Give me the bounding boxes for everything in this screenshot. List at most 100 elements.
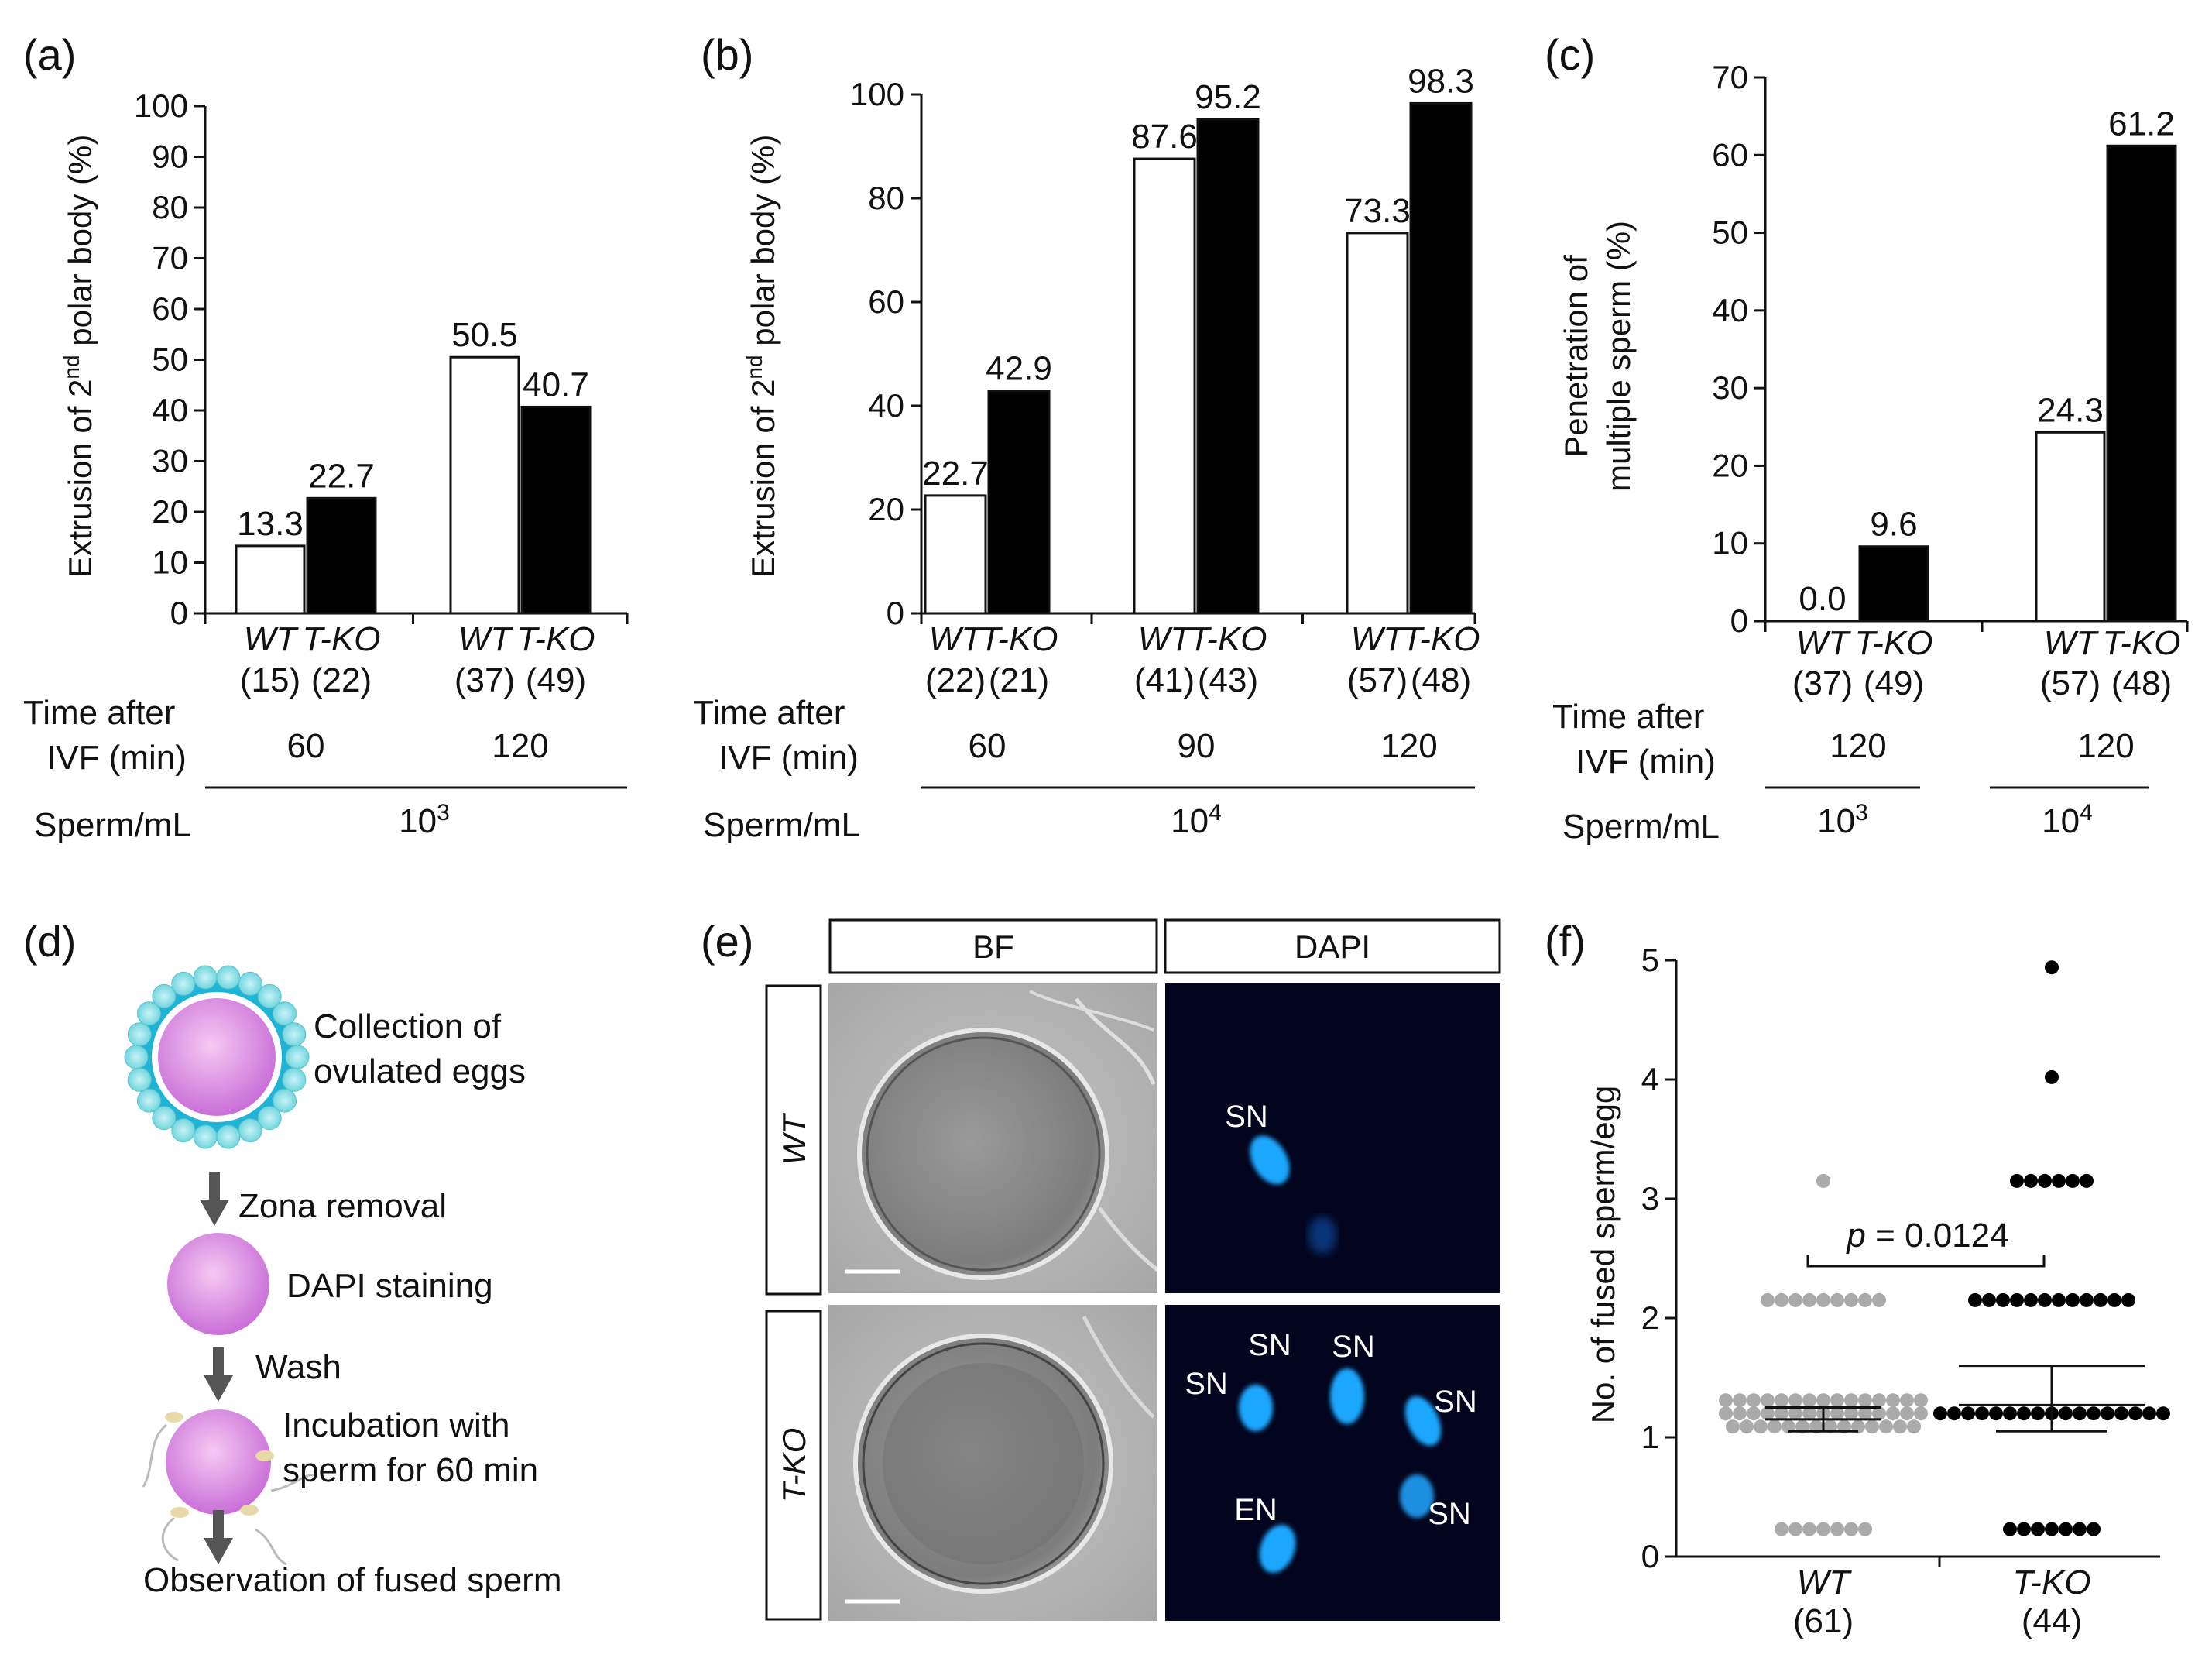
panel-a-time-label-1: Time after	[23, 694, 175, 732]
bar-tko	[1858, 545, 1929, 623]
time-value: 60	[287, 727, 325, 765]
y-tick-label: 20	[152, 493, 188, 530]
data-point	[1775, 1522, 1788, 1536]
panel-e: (e) BF DAPI WT T-KO	[701, 917, 1501, 1621]
data-point	[2038, 1173, 2052, 1188]
bar-value-label: 61.2	[2108, 105, 2175, 142]
data-point	[1989, 1406, 2003, 1421]
data-point	[1782, 1419, 1795, 1434]
bar-tko	[306, 496, 377, 615]
data-point	[1907, 1419, 1921, 1434]
data-point	[1754, 1419, 1768, 1434]
data-point	[1795, 1419, 1809, 1434]
panel-a: (a) Extrusion of 2nd polar body (%) 0 10 2…	[23, 30, 629, 844]
bar-value-label: 50.5	[451, 316, 518, 354]
data-point	[1768, 1419, 1782, 1434]
micrograph-wt-dapi: SN	[1165, 983, 1500, 1293]
y-tick-label: 100	[850, 76, 904, 112]
panel-f: (f) No. of fused sperm/egg 0 1 2 3 4 5 WT(61)…	[1545, 917, 2170, 1640]
data-point	[2010, 1292, 2024, 1307]
data-point	[1802, 1393, 1816, 1408]
cumulus-cell	[216, 965, 241, 990]
cumulus-cell	[216, 1124, 241, 1149]
panel-c: (c) Penetration of multiple sperm (%) 0 1…	[1545, 30, 2189, 846]
data-point	[1947, 1406, 1961, 1421]
category-label: WT	[1138, 620, 1194, 658]
y-tick-label: 2	[1641, 1299, 1659, 1336]
sample-size-label: (22)	[311, 661, 372, 699]
cumulus-cell	[272, 1001, 297, 1026]
data-point	[2017, 1406, 2031, 1421]
data-point	[1900, 1406, 1914, 1421]
micrograph-tko-bf	[828, 1305, 1157, 1621]
sample-size-label: (15)	[240, 661, 300, 699]
sample-size-label: (44)	[2022, 1602, 2082, 1640]
step-incubation-line1: Incubation with	[283, 1406, 510, 1444]
data-point	[2010, 1173, 2024, 1188]
data-point	[1961, 1406, 1975, 1421]
sample-size-label: (49)	[1864, 664, 1924, 702]
cumulus-cell	[282, 1022, 307, 1047]
bar-value-label: 40.7	[523, 366, 589, 403]
data-point	[2128, 1406, 2142, 1421]
cumulus-cell	[127, 1067, 152, 1092]
data-point	[2024, 1292, 2038, 1307]
data-point	[2045, 1069, 2059, 1084]
data-point	[2087, 1406, 2101, 1421]
data-point	[2073, 1406, 2087, 1421]
cumulus-cell	[152, 1106, 177, 1131]
header-bf: BF	[972, 929, 1014, 965]
bar-tko	[1196, 118, 1260, 615]
panel-c-sperm-value-2: 104	[2042, 800, 2093, 840]
y-tick-label: 20	[1712, 447, 1748, 483]
data-point	[2094, 1292, 2107, 1307]
time-value: 90	[1178, 727, 1216, 765]
data-point	[1933, 1406, 1947, 1421]
cumulus-cell	[282, 1067, 307, 1092]
data-point	[1914, 1406, 1928, 1421]
panel-label-f: (f)	[1545, 917, 1586, 966]
data-point	[1975, 1406, 1989, 1421]
time-value: 60	[969, 727, 1007, 765]
data-point	[1761, 1406, 1775, 1421]
cumulus-cell	[193, 965, 218, 990]
data-point	[1788, 1406, 1802, 1421]
cumulus-cell	[285, 1045, 310, 1069]
cumulus-cell	[257, 1106, 282, 1131]
sample-size-label: (48)	[2111, 664, 2172, 702]
y-tick-label: 30	[1712, 369, 1748, 406]
sample-size-label: (37)	[454, 661, 515, 699]
data-point	[2059, 1522, 2073, 1536]
time-value: 120	[492, 727, 548, 765]
panel-b-bars: 22.7WT(22)42.9T-KO(21)6087.6WT(41)95.2T-…	[922, 62, 1480, 765]
panel-a-sperm-value: 103	[399, 800, 450, 840]
panel-c-sperm-value-1: 103	[1817, 800, 1868, 840]
cumulus-cell	[127, 1022, 152, 1047]
y-tick-label: 90	[152, 139, 188, 175]
category-label: T-KO	[1188, 620, 1267, 658]
micrograph-wt-bf	[828, 983, 1157, 1293]
panel-b: (b) Extrusion of 2nd polar body (%) 0 20 4…	[693, 30, 1480, 844]
data-point	[1816, 1522, 1830, 1536]
tko-sn-label-4: SN	[1434, 1385, 1477, 1419]
cumulus-cell	[137, 1001, 162, 1026]
category-label: WT	[2044, 624, 2100, 662]
data-point	[1844, 1292, 1858, 1307]
data-point	[1872, 1406, 1886, 1421]
step-dapi-staining: DAPI staining	[286, 1267, 493, 1305]
cumulus-cell	[272, 1088, 297, 1113]
row-tko-label-box	[765, 1310, 822, 1621]
data-point	[2156, 1406, 2170, 1421]
data-point	[1775, 1406, 1788, 1421]
data-point	[2114, 1406, 2128, 1421]
y-tick-label: 50	[1712, 215, 1748, 251]
data-point	[2107, 1292, 2121, 1307]
data-point	[1802, 1522, 1816, 1536]
y-tick-label: 40	[868, 387, 904, 424]
bar-wt	[1346, 232, 1409, 615]
category-label: T-KO	[979, 620, 1058, 658]
data-point	[1719, 1393, 1733, 1408]
data-point	[2101, 1406, 2114, 1421]
panel-c-sperm-label: Sperm/mL	[1562, 808, 1720, 846]
data-point	[1761, 1393, 1775, 1408]
